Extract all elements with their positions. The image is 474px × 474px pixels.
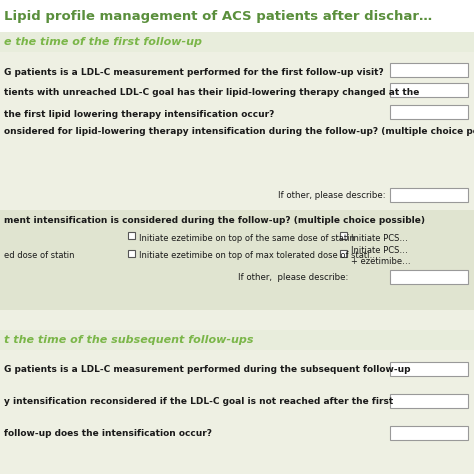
Text: Initiate PCS…: Initiate PCS…	[351, 234, 408, 243]
Bar	[390, 105, 468, 119]
Text: G patients is a LDL-C measurement performed during the subsequent follow-up: G patients is a LDL-C measurement perfor…	[4, 365, 410, 374]
Text: Initiate PCS…
+ ezetimibe…: Initiate PCS… + ezetimibe…	[351, 246, 410, 266]
Bar	[390, 270, 468, 284]
Text: ed dose of statin: ed dose of statin	[4, 252, 74, 261]
Bar	[0, 32, 474, 52]
Text: y intensification reconsidered if the LDL-C goal is not reached after the first: y intensification reconsidered if the LD…	[4, 398, 393, 407]
Bar	[0, 210, 474, 310]
Text: Initiate ezetimibe on top of the same dose of statin: Initiate ezetimibe on top of the same do…	[139, 234, 355, 243]
Text: Lipid profile management of ACS patients after dischar…: Lipid profile management of ACS patients…	[4, 9, 432, 22]
Bar	[0, 52, 474, 230]
Bar	[128, 250, 135, 257]
Text: the first lipid lowering therapy intensification occur?: the first lipid lowering therapy intensi…	[4, 109, 274, 118]
Bar	[390, 426, 468, 440]
Text: ment intensification is considered during the follow-up? (multiple choice possib: ment intensification is considered durin…	[4, 216, 425, 225]
Bar	[0, 330, 474, 350]
Text: If other, please describe:: If other, please describe:	[278, 191, 386, 201]
Text: t the time of the subsequent follow-ups: t the time of the subsequent follow-ups	[4, 335, 254, 345]
Bar	[0, 310, 474, 330]
Bar	[340, 250, 347, 257]
Bar	[0, 350, 474, 474]
Text: G patients is a LDL-C measurement performed for the first follow-up visit?: G patients is a LDL-C measurement perfor…	[4, 67, 384, 76]
Text: onsidered for lipid-lowering therapy intensification during the follow-up? (mult: onsidered for lipid-lowering therapy int…	[4, 128, 474, 137]
Text: follow-up does the intensification occur?: follow-up does the intensification occur…	[4, 429, 212, 438]
Bar	[340, 232, 347, 239]
Bar	[390, 63, 468, 77]
Text: tients with unreached LDL-C goal has their lipid-lowering therapy changed at the: tients with unreached LDL-C goal has the…	[4, 88, 419, 97]
Bar	[390, 188, 468, 202]
Bar	[128, 232, 135, 239]
Bar	[390, 362, 468, 376]
Bar	[0, 0, 474, 32]
Text: Initiate ezetimibe on top of max tolerated dose of stati…: Initiate ezetimibe on top of max tolerat…	[139, 252, 378, 261]
Bar	[390, 83, 468, 97]
Bar	[390, 394, 468, 408]
Text: If other,  please describe:: If other, please describe:	[238, 273, 348, 283]
Text: e the time of the first follow-up: e the time of the first follow-up	[4, 37, 202, 47]
